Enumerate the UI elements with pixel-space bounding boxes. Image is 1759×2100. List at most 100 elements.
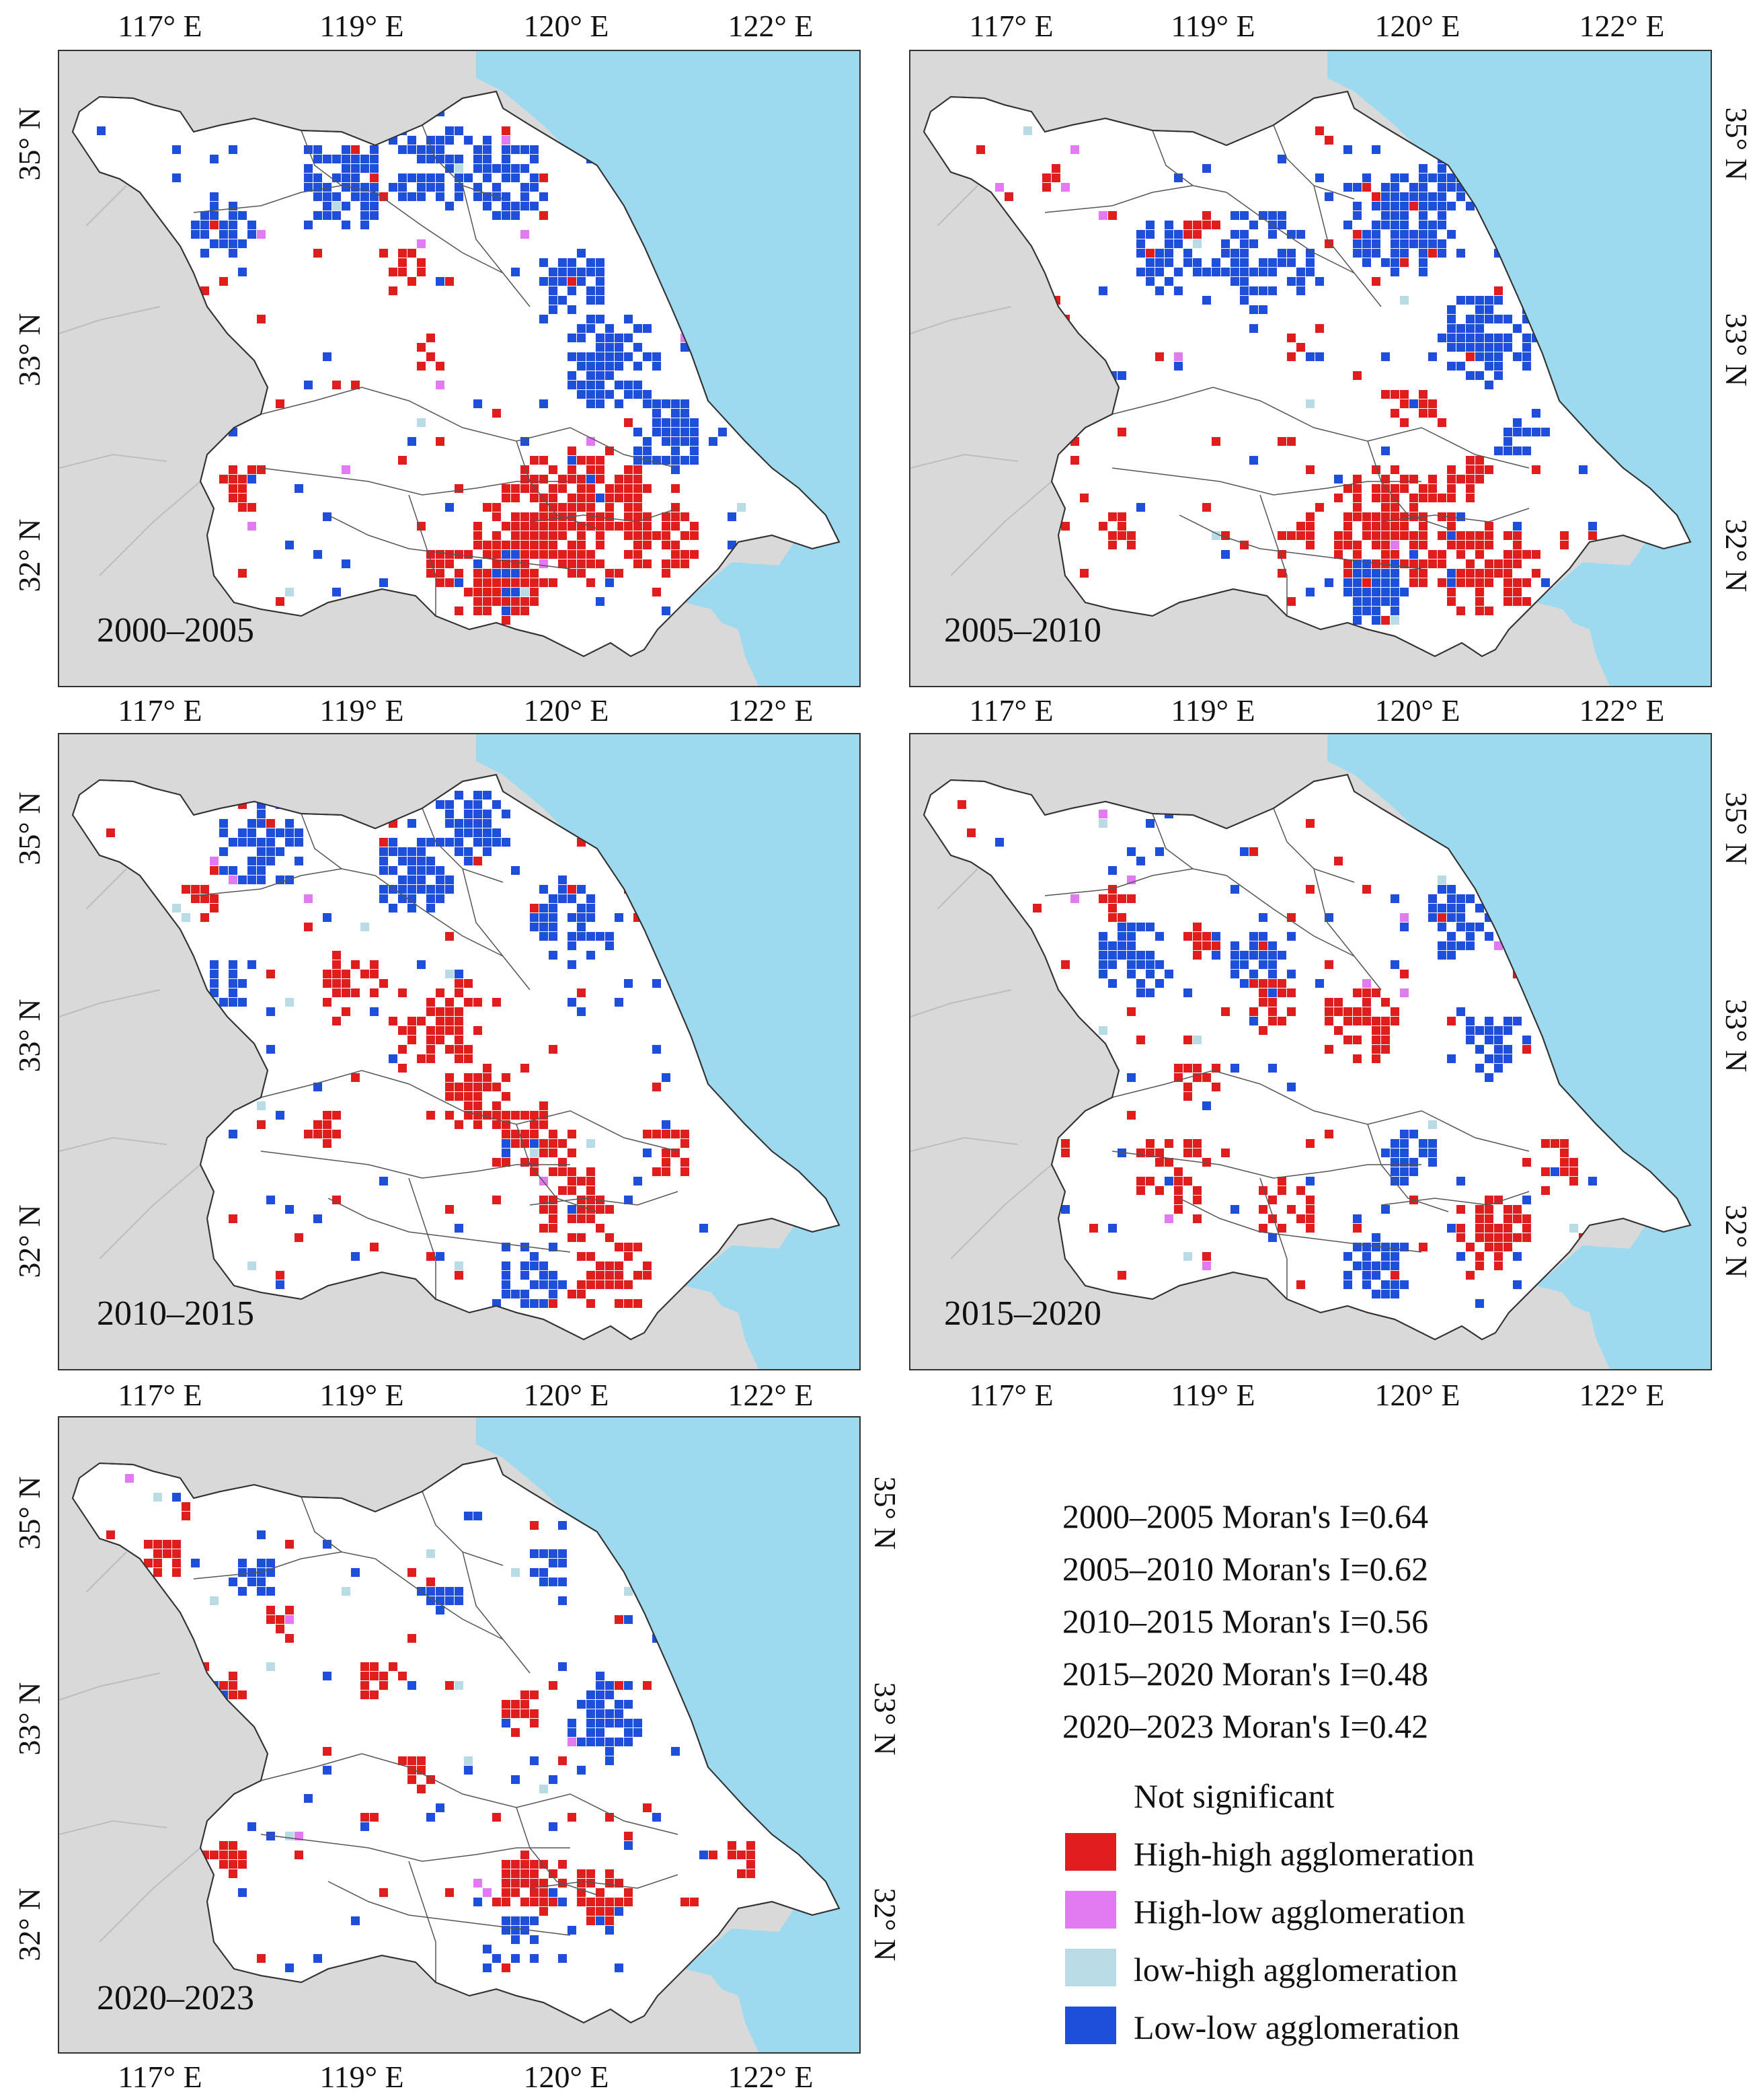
lisa-cell-hh: [473, 541, 482, 549]
lisa-cell-hh: [464, 1073, 473, 1082]
lisa-cell-hl: [520, 230, 529, 239]
lisa-cell-ll: [1127, 970, 1136, 978]
lisa-cell-hh: [671, 484, 680, 493]
lisa-cell-ll: [219, 998, 228, 1007]
lisa-cell-hh: [492, 597, 501, 606]
lisa-cell-ll: [1343, 221, 1352, 229]
lisa-cell-hh: [473, 531, 482, 540]
lisa-cell-hh: [1485, 607, 1493, 615]
lisa-cell-hh: [624, 1299, 633, 1308]
lisa-cell-ll: [1372, 597, 1380, 606]
lisa-cell-hh: [1485, 578, 1493, 587]
lisa-cell-hh: [360, 1813, 369, 1822]
lisa-cell-ll: [370, 183, 379, 192]
lisa-cell-ll: [1428, 221, 1437, 229]
lisa-cell-ll: [191, 221, 200, 229]
lisa-cell-ll: [455, 819, 463, 828]
lisa-cell-ll: [1419, 230, 1428, 239]
lisa-cell-ll: [1438, 173, 1446, 182]
lisa-cell-ll: [568, 894, 576, 903]
lisa-cell-ll: [483, 145, 492, 154]
lat-label-32: 32° N: [12, 1204, 46, 1278]
lisa-cell-ll: [1419, 221, 1428, 229]
lisa-cell-ll: [671, 399, 680, 408]
lisa-cell-ll: [332, 155, 341, 163]
lisa-cell-ll: [257, 866, 266, 875]
lisa-cell-ll: [1155, 847, 1164, 856]
lisa-cell-ll: [1230, 1064, 1239, 1073]
lisa-cell-ll: [530, 923, 539, 931]
lisa-cell-hh: [1466, 465, 1475, 474]
lisa-cell-hh: [1475, 607, 1484, 615]
lat-label-33: 33° N: [868, 1682, 902, 1756]
lisa-cell-hh: [389, 286, 397, 295]
lisa-cell-hh: [1475, 578, 1484, 587]
lisa-cell-hh: [652, 1167, 661, 1176]
lisa-cell-ll: [276, 847, 284, 856]
lisa-cell-ll: [662, 456, 670, 465]
lisa-cell-hh: [1447, 522, 1456, 531]
lisa-cell-hh: [586, 1196, 595, 1204]
province-boundary-outside: [59, 1672, 161, 1701]
lisa-cell-hh: [1381, 390, 1390, 399]
lisa-cell-ll: [530, 1261, 539, 1270]
lisa-cell-ll: [464, 819, 473, 828]
lisa-cell-ll: [502, 1243, 510, 1251]
lisa-cell-hh: [379, 838, 388, 847]
lisa-cell-ll: [360, 202, 369, 210]
lisa-cell-hh: [1400, 484, 1409, 493]
lisa-cell-ll: [1391, 230, 1399, 239]
lisa-cell-hh: [643, 541, 652, 549]
lisa-cell-hh: [624, 494, 633, 502]
lisa-cell-hh: [520, 1869, 529, 1878]
lisa-cell-ll: [436, 876, 444, 884]
lisa-cell-hl: [1202, 1261, 1211, 1270]
lisa-cell-hh: [1202, 1158, 1211, 1167]
lisa-cell-hh: [464, 979, 473, 988]
lisa-cell-ll: [1551, 1167, 1559, 1176]
lisa-cell-ll: [445, 838, 454, 847]
lisa-cell-ll: [662, 437, 670, 446]
lisa-cell-hh: [586, 1167, 595, 1176]
lisa-cell-ll: [568, 381, 576, 389]
lisa-cell-hh: [257, 1954, 266, 1963]
lisa-cell-hh: [502, 522, 510, 531]
lisa-cell-hh: [1428, 249, 1437, 258]
lisa-cell-hh: [1419, 541, 1428, 549]
lisa-cell-hh: [1136, 1186, 1145, 1195]
lisa-cell-hh: [1183, 1036, 1192, 1044]
lisa-cell-hl: [1400, 988, 1409, 997]
lisa-cell-hh: [539, 173, 548, 182]
lisa-cell-hh: [549, 1214, 557, 1223]
lisa-cell-lh: [1212, 531, 1220, 540]
lisa-cell-hh: [1466, 559, 1475, 568]
lisa-cell-ll: [492, 1954, 501, 1963]
lisa-cell-ll: [1400, 230, 1409, 239]
lisa-cell-hh: [1287, 988, 1296, 997]
lisa-cell-hh: [511, 484, 520, 493]
lisa-cell-hh: [1391, 409, 1399, 418]
lisa-cell-ll: [615, 998, 623, 1007]
lisa-cell-ll: [586, 1700, 595, 1709]
lisa-cell-ll: [558, 1954, 567, 1963]
lisa-cell-hh: [492, 541, 501, 549]
lisa-cell-ll: [379, 578, 388, 587]
lisa-cell-ll: [718, 428, 727, 436]
lisa-cell-ll: [1268, 941, 1277, 950]
lisa-cell-ll: [1522, 1196, 1531, 1204]
legend-label: Not significant: [1134, 1777, 1335, 1815]
lisa-cell-ll: [1522, 343, 1531, 352]
lisa-cell-hh: [417, 522, 426, 531]
lisa-cell-ll: [1287, 277, 1296, 286]
lisa-cell-ll: [1466, 923, 1475, 931]
lisa-cell-lh: [624, 1587, 633, 1596]
lisa-cell-lh: [1099, 1026, 1107, 1035]
lisa-cell-ll: [304, 164, 313, 173]
lisa-cell-ll: [417, 155, 426, 163]
lisa-cell-ll: [464, 857, 473, 865]
lisa-cell-hh: [210, 866, 219, 875]
lisa-cell-hh: [483, 607, 492, 615]
lisa-cell-ll: [1278, 221, 1286, 229]
lisa-cell-hh: [1193, 221, 1202, 229]
lisa-cell-ll: [398, 192, 407, 201]
